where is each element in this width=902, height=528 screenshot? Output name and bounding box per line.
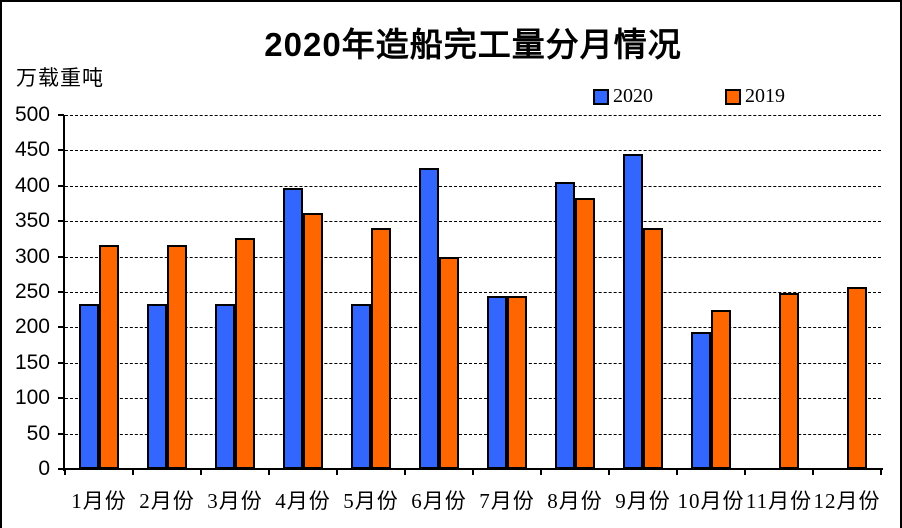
x-axis-tick-11 <box>812 470 814 475</box>
y-axis-tick-300 <box>58 255 64 258</box>
y-axis-label-350: 350 <box>14 209 50 233</box>
x-axis-tick-0 <box>64 470 66 475</box>
bar-2019-5月份 <box>371 227 391 469</box>
gridline-500 <box>65 115 881 116</box>
x-axis-label-2月份: 2月份 <box>139 489 195 513</box>
gridline-250 <box>65 292 881 293</box>
x-axis-tick-10 <box>744 470 746 475</box>
x-axis-label-4月份: 4月份 <box>275 489 331 513</box>
bar-2019-12月份 <box>847 287 867 469</box>
bar-2020-4月份 <box>283 187 303 469</box>
bar-2019-1月份 <box>99 244 119 469</box>
bar-2020-10月份 <box>691 332 711 469</box>
gridline-100 <box>65 398 881 400</box>
y-axis-tick-450 <box>58 149 64 152</box>
x-axis-tick-1 <box>132 470 134 475</box>
y-axis-tick-400 <box>58 184 64 187</box>
chart-title: 2020年造船完工量分月情况 <box>264 26 682 63</box>
x-axis-line <box>63 468 883 470</box>
bar-2020-3月份 <box>215 304 235 469</box>
bar-2019-3月份 <box>235 238 255 469</box>
y-axis-tick-500 <box>58 114 64 116</box>
x-axis-label-3月份: 3月份 <box>207 489 263 513</box>
y-axis-label-150: 150 <box>14 350 50 374</box>
x-axis-tick-7 <box>540 470 542 475</box>
x-axis-label-6月份: 6月份 <box>411 489 467 513</box>
x-axis-tick-9 <box>676 470 678 475</box>
y-axis-label-500: 500 <box>14 103 50 126</box>
y-axis-line <box>63 115 65 471</box>
x-axis-tick-3 <box>268 470 270 475</box>
y-axis-label-100: 100 <box>14 386 50 410</box>
bar-2020-9月份 <box>623 153 643 469</box>
y-axis-label-400: 400 <box>14 173 50 197</box>
x-axis-label-9月份: 9月份 <box>615 489 671 513</box>
y-axis-tick-0 <box>58 468 64 470</box>
gridline-300 <box>65 256 881 258</box>
y-axis-tick-100 <box>58 397 64 400</box>
x-axis-label-1月份: 1月份 <box>71 489 127 513</box>
bar-2019-2月份 <box>167 244 187 469</box>
y-axis-tick-350 <box>58 220 64 223</box>
y-axis-label-450: 450 <box>14 138 50 162</box>
bar-2020-2月份 <box>147 304 167 469</box>
x-axis-tick-4 <box>336 470 338 475</box>
y-axis-label-300: 300 <box>14 244 50 268</box>
legend-swatch-2020 <box>593 88 609 105</box>
gridline-150 <box>65 362 881 364</box>
legend-swatch-2019 <box>725 88 741 105</box>
legend-label-2020: 2020 <box>613 85 653 107</box>
gridline-50 <box>65 433 881 435</box>
y-axis-unit-label: 万载重吨 <box>16 66 104 90</box>
y-axis-label-200: 200 <box>14 315 50 339</box>
gridline-350 <box>65 221 881 223</box>
y-axis-tick-250 <box>58 291 64 293</box>
y-axis-tick-150 <box>58 361 64 364</box>
y-axis-label-50: 50 <box>26 421 50 445</box>
plot-area <box>65 115 881 469</box>
x-axis-tick-6 <box>472 470 474 475</box>
x-axis-tick-2 <box>200 470 202 475</box>
bar-2019-8月份 <box>575 197 595 469</box>
y-axis-label-250: 250 <box>14 280 50 303</box>
legend-item-2020: 2020 <box>593 85 653 108</box>
x-axis-label-5月份: 5月份 <box>343 489 399 513</box>
bar-2020-8月份 <box>555 181 575 469</box>
bar-2019-10月份 <box>711 309 731 469</box>
x-axis-tick-5 <box>404 470 406 475</box>
legend-item-2019: 2019 <box>725 85 785 108</box>
bar-2020-1月份 <box>79 304 99 469</box>
gridline-450 <box>65 150 881 152</box>
gridline-200 <box>65 327 881 329</box>
y-axis-label-0: 0 <box>38 457 50 480</box>
x-axis-tick-12 <box>880 470 882 475</box>
y-axis-tick-200 <box>58 326 64 329</box>
x-axis-label-12月份: 12月份 <box>813 489 881 513</box>
x-axis-label-10月份: 10月份 <box>677 489 745 513</box>
y-axis-tick-50 <box>58 432 64 435</box>
x-axis-label-8月份: 8月份 <box>547 489 603 513</box>
gridline-400 <box>65 185 881 187</box>
x-axis-label-11月份: 11月份 <box>745 489 813 513</box>
legend-label-2019: 2019 <box>745 85 785 107</box>
bar-2020-5月份 <box>351 304 371 469</box>
bar-2019-11月份 <box>779 292 799 469</box>
x-axis-label-7月份: 7月份 <box>479 489 535 513</box>
bar-2020-6月份 <box>419 168 439 469</box>
bar-2020-7月份 <box>487 296 507 469</box>
x-axis-tick-8 <box>608 470 610 475</box>
bar-2019-7月份 <box>507 296 527 469</box>
bar-2019-4月份 <box>303 212 323 469</box>
bar-2019-6月份 <box>439 257 459 469</box>
bar-2019-9月份 <box>643 227 663 469</box>
legend: 2020 2019 <box>593 85 785 108</box>
